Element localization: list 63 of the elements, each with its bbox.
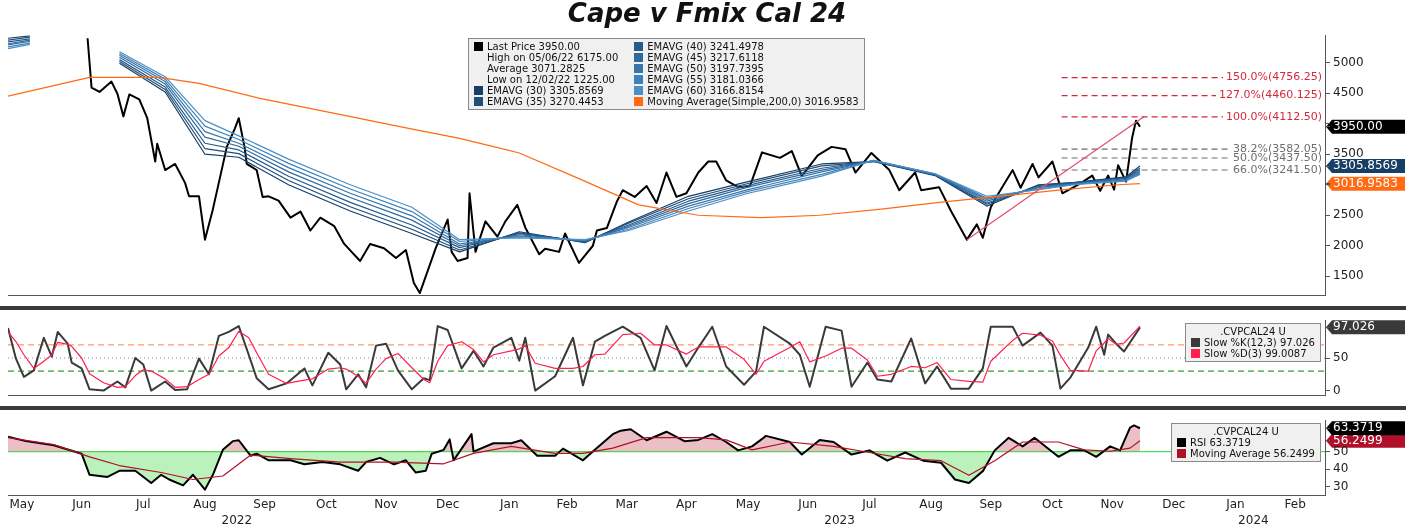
y-tick-label: 3016.9583 — [1333, 175, 1398, 190]
legend-label: EMAVG (60) 3166.8154 — [647, 85, 764, 97]
y-tick-label: 3950.00 — [1333, 118, 1383, 133]
x-tick-label: Nov — [1100, 496, 1124, 511]
x-tick-label: Sep — [979, 496, 1003, 511]
y-tick-label: 4500 — [1333, 85, 1364, 100]
x-tick-label: Jan — [499, 496, 519, 511]
x-tick-label: Jun — [797, 496, 818, 511]
legend-label: EMAVG (50) 3197.7395 — [647, 63, 764, 75]
legend-label: RSI 63.3719 — [1190, 437, 1251, 449]
x-tick-label: Oct — [315, 496, 337, 511]
y-tick-label: 2000 — [1333, 237, 1364, 252]
annotation: Low on 12/02/22 1225.00 — [487, 74, 615, 86]
legend-label: Last Price 3950.00 — [487, 41, 580, 53]
legend-label: Slow %D(3) 99.0087 — [1204, 348, 1307, 360]
x-tick-label: Feb — [556, 496, 578, 511]
x-tick-label: May — [9, 496, 35, 511]
x-tick-label: Dec — [436, 496, 460, 511]
ref-line-label: 127.0%(4460.125) — [1218, 88, 1322, 102]
legend-label: EMAVG (30) 3305.8569 — [487, 85, 604, 97]
x-tick-label: Sep — [253, 496, 276, 511]
x-tick-label: Aug — [193, 496, 217, 511]
y-tick-label: 3500 — [1333, 146, 1364, 161]
x-tick-label: Dec — [1162, 496, 1186, 511]
x-tick-label: Feb — [1284, 496, 1306, 511]
annotation: High on 05/06/22 6175.00 — [487, 52, 619, 64]
annotation: Average 3071.2825 — [487, 63, 586, 75]
x2-tick-label: 2022 — [221, 512, 253, 527]
x-tick-label: Oct — [1042, 496, 1064, 511]
y-tick-label: 0 — [1333, 382, 1341, 397]
legend-title: .CVPCAL24 U — [1212, 426, 1280, 438]
y-tick-label: 5000 — [1333, 54, 1364, 69]
x-tick-label: Jul — [861, 496, 877, 511]
x-tick-label: Aug — [919, 496, 943, 511]
legend-label: EMAVG (55) 3181.0366 — [647, 74, 764, 86]
y-tick-label: 3305.8569 — [1333, 158, 1398, 173]
y-tick-label: 50 — [1333, 350, 1349, 365]
legend-label: Slow %K(12,3) 97.026 — [1204, 337, 1315, 349]
x-tick-label: Jan — [1225, 496, 1245, 511]
y-tick-label: 63.3719 — [1333, 420, 1383, 435]
x-tick-label: Nov — [374, 496, 398, 511]
x2-tick-label: 2024 — [1238, 512, 1269, 527]
x-tick-label: Jun — [71, 496, 91, 511]
y-tick-label: 40 — [1333, 461, 1349, 476]
legend-label: EMAVG (40) 3241.4978 — [647, 41, 764, 53]
legend-label: Moving Average(Simple,200,0) 3016.9583 — [647, 96, 859, 108]
x-tick-label: Apr — [676, 496, 697, 511]
ref-line-label: 100.0%(4112.50) — [1225, 109, 1322, 123]
legend-title: .CVPCAL24 U — [1219, 326, 1287, 338]
y-tick-label: 2500 — [1333, 207, 1364, 222]
ref-line-label: 66.0%(3241.50) — [1232, 162, 1322, 176]
legend-label: Moving Average 56.2499 — [1190, 448, 1315, 460]
x-tick-label: Jul — [135, 496, 151, 511]
y-tick-label: 97.026 — [1333, 319, 1375, 334]
legend-label: EMAVG (45) 3217.6118 — [647, 52, 764, 64]
y-tick-label: 30 — [1333, 478, 1349, 493]
x2-tick-label: 2023 — [824, 512, 855, 527]
y-tick-label: 1500 — [1333, 268, 1364, 283]
ref-line-label: 150.0%(4756.25) — [1225, 70, 1322, 84]
x-tick-label: May — [735, 496, 761, 511]
legend-label: EMAVG (35) 3270.4453 — [487, 96, 604, 108]
x-tick-label: Mar — [615, 496, 639, 511]
chart-title: Cape v Fmix Cal 24 — [567, 0, 847, 29]
